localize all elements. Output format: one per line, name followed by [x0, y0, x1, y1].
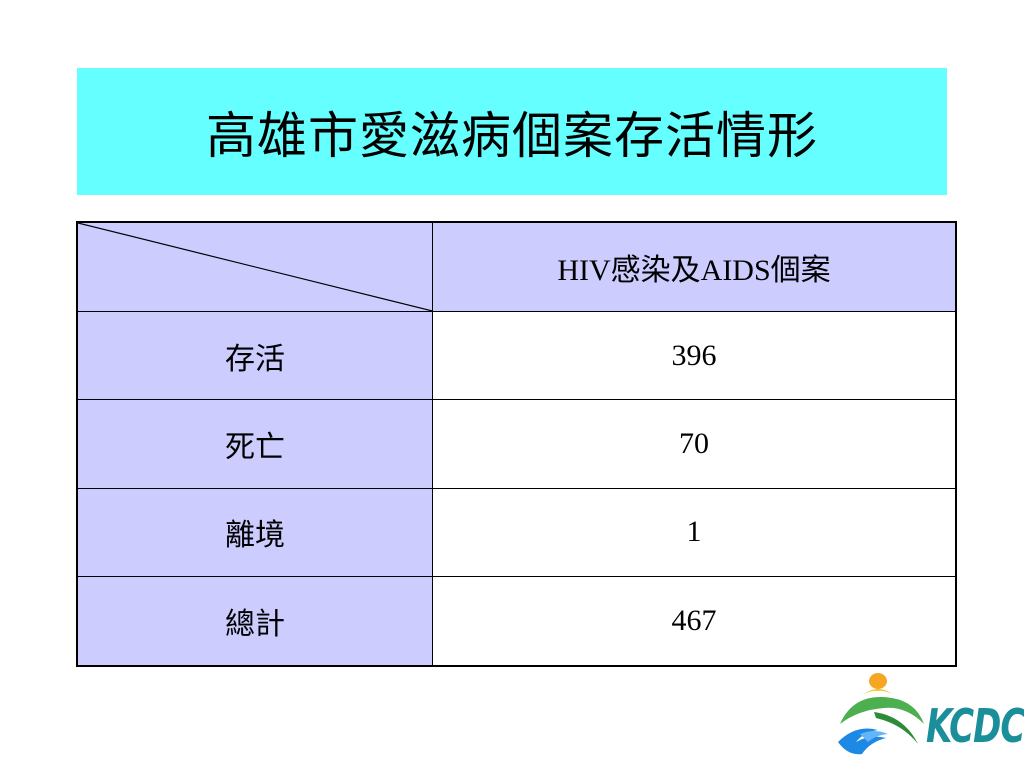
row-value: 396 [432, 310, 957, 401]
page-title: 高雄市愛滋病個案存活情形 [206, 106, 818, 165]
row-value: 467 [432, 576, 957, 667]
table-row: 存活 396 [76, 310, 957, 401]
diagonal-divider-icon [78, 223, 432, 311]
table-row: 總計 467 [76, 576, 957, 667]
logo-text: KCDC [926, 700, 1024, 754]
row-value: 1 [432, 487, 957, 578]
table-corner-cell [76, 221, 433, 312]
table-row: 離境 1 [76, 487, 957, 578]
row-value: 70 [432, 399, 957, 489]
survival-table: HIV感染及AIDS個案 存活 396 死亡 70 離境 1 總計 467 [76, 221, 957, 667]
row-label: 存活 [76, 310, 433, 401]
row-label: 死亡 [76, 399, 433, 489]
kcdc-logo-icon [838, 673, 924, 755]
column-header: HIV感染及AIDS個案 [432, 221, 957, 312]
row-label: 離境 [76, 487, 433, 578]
row-label: 總計 [76, 576, 433, 667]
table-row: 死亡 70 [76, 399, 957, 489]
table-header-row: HIV感染及AIDS個案 [76, 221, 957, 312]
title-banner: 高雄市愛滋病個案存活情形 [77, 68, 947, 195]
